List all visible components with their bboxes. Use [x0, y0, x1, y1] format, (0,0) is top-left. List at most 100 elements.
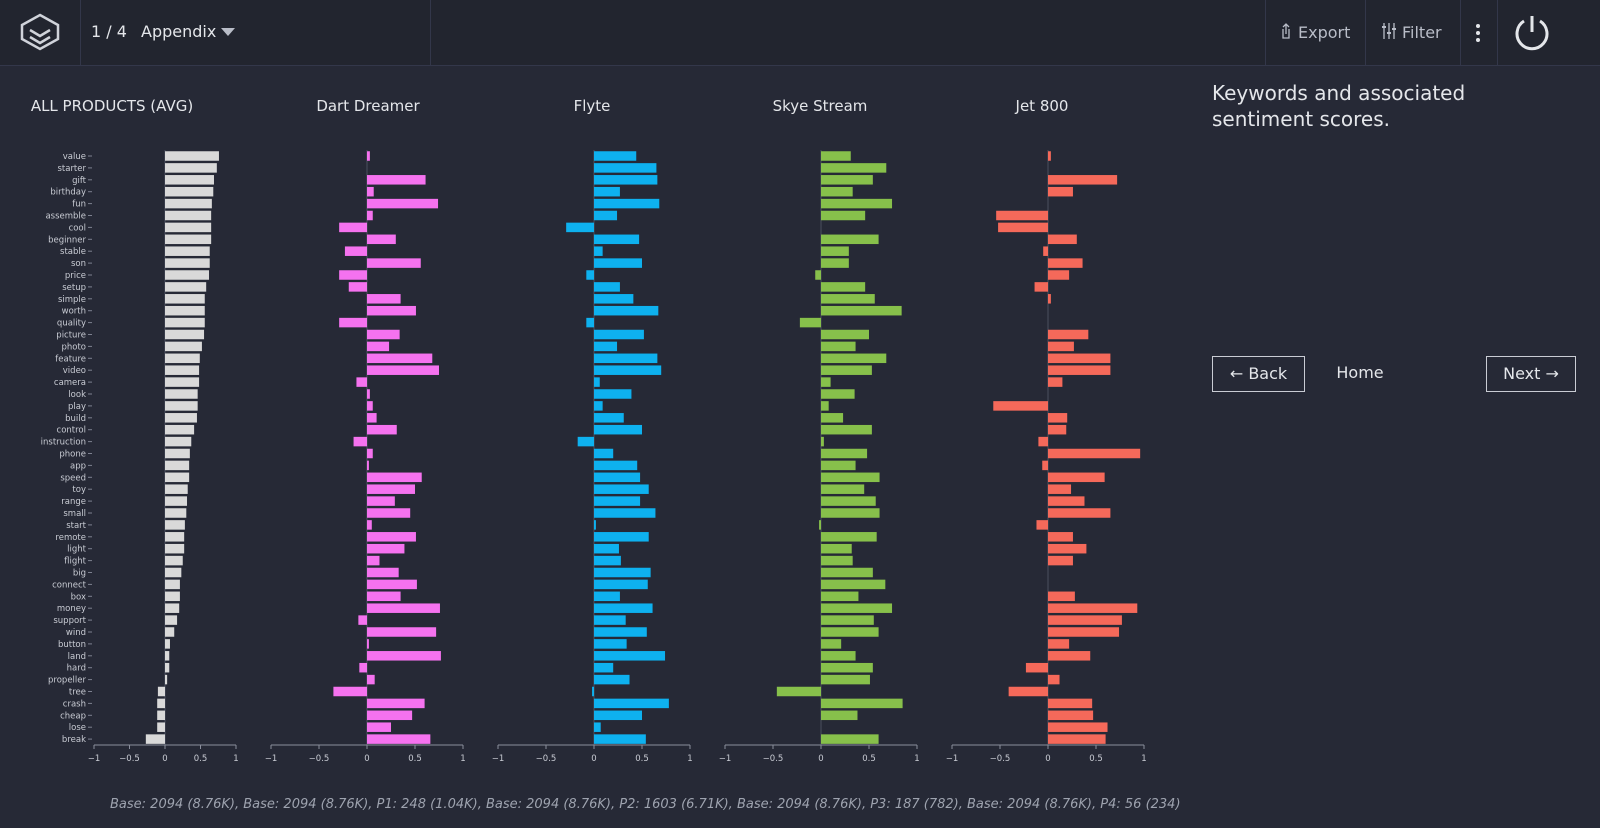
category-label: big — [73, 569, 86, 579]
bar — [165, 270, 210, 280]
bar — [165, 210, 212, 221]
export-button[interactable]: Export — [1298, 23, 1351, 42]
bar — [594, 532, 649, 542]
bar — [594, 175, 658, 185]
bar — [594, 710, 642, 721]
bar — [594, 413, 624, 423]
bar — [1048, 627, 1120, 637]
x-tick-label: 1 — [233, 754, 238, 764]
panel-title: Flyte — [574, 97, 611, 115]
base-footnote: Base: 2094 (8.76K), Base: 2094 (8.76K), … — [110, 797, 1181, 812]
bar — [592, 686, 594, 697]
bar — [333, 686, 367, 697]
power-button[interactable] — [1512, 12, 1552, 52]
dropdown-caret[interactable] — [220, 27, 236, 37]
next-button[interactable]: Next → — [1486, 356, 1576, 392]
back-button[interactable]: ← Back — [1212, 356, 1305, 392]
bar — [1048, 448, 1141, 459]
bar — [821, 365, 872, 375]
bar — [821, 436, 824, 447]
bar — [996, 210, 1048, 221]
bar — [594, 282, 620, 292]
bar — [1048, 508, 1111, 518]
bar — [1048, 329, 1089, 340]
bar — [821, 460, 856, 471]
bar — [821, 246, 849, 256]
x-tick-label: 0.5 — [1089, 754, 1103, 764]
filter-button[interactable]: Filter — [1402, 23, 1442, 42]
bar — [594, 424, 642, 435]
x-tick-label: −1 — [265, 754, 278, 764]
bar — [594, 305, 659, 316]
x-tick-label: −0.5 — [536, 754, 557, 764]
bar — [157, 698, 165, 709]
bar — [821, 377, 831, 387]
bar — [367, 413, 377, 423]
bar — [367, 424, 397, 435]
bar — [367, 210, 373, 221]
bar — [821, 674, 870, 685]
bar — [821, 413, 844, 423]
bar — [358, 615, 367, 625]
bar — [367, 579, 417, 590]
bar — [359, 662, 367, 673]
x-tick-label: 0.5 — [408, 754, 422, 764]
bar — [165, 282, 207, 292]
bar — [821, 175, 873, 185]
bar — [1048, 175, 1118, 185]
bar — [356, 377, 367, 387]
bar — [821, 163, 887, 173]
bar — [821, 591, 859, 602]
category-label: value — [63, 152, 86, 162]
side-heading: Keywords and associated sentiment scores… — [1212, 81, 1466, 131]
bar — [344, 246, 367, 256]
bar — [367, 543, 405, 554]
bar — [165, 424, 195, 435]
bar — [821, 424, 872, 435]
bar — [339, 222, 367, 233]
bar — [1048, 543, 1087, 554]
home-button[interactable]: Home — [1336, 363, 1384, 382]
bar — [1048, 270, 1070, 280]
category-label: starter — [57, 164, 86, 174]
filter-icon[interactable] — [1380, 22, 1398, 40]
bar — [1048, 722, 1108, 732]
category-label: light — [67, 545, 87, 555]
logo[interactable] — [18, 12, 62, 52]
category-label: feature — [55, 354, 86, 364]
bar — [165, 567, 182, 578]
bar — [1048, 734, 1106, 744]
category-label: support — [53, 616, 86, 626]
more-menu[interactable] — [1472, 22, 1484, 44]
category-label: simple — [58, 295, 86, 305]
category-label: break — [62, 735, 86, 745]
bar — [165, 305, 205, 316]
bar — [367, 389, 370, 399]
category-label: worth — [62, 307, 86, 317]
category-label: price — [65, 271, 86, 281]
category-label: play — [68, 402, 86, 412]
bar — [1048, 377, 1063, 387]
bar — [165, 186, 214, 197]
bar — [821, 472, 880, 483]
category-label: flight — [64, 557, 86, 567]
bar — [1048, 651, 1091, 661]
bar — [367, 151, 370, 161]
bar — [594, 389, 632, 399]
bar — [1038, 436, 1048, 447]
bar — [821, 186, 853, 197]
bar — [1048, 603, 1138, 613]
bar — [165, 520, 185, 530]
bar — [776, 686, 821, 697]
category-label: birthday — [50, 188, 86, 198]
bar — [367, 472, 422, 483]
bar — [594, 460, 638, 471]
bar — [165, 496, 188, 506]
category-label: propeller — [48, 676, 86, 686]
x-tick-label: −1 — [88, 754, 101, 764]
export-icon[interactable] — [1280, 22, 1292, 40]
section-dropdown[interactable]: Appendix — [141, 22, 217, 41]
category-label: app — [70, 461, 86, 471]
bar — [594, 674, 630, 685]
